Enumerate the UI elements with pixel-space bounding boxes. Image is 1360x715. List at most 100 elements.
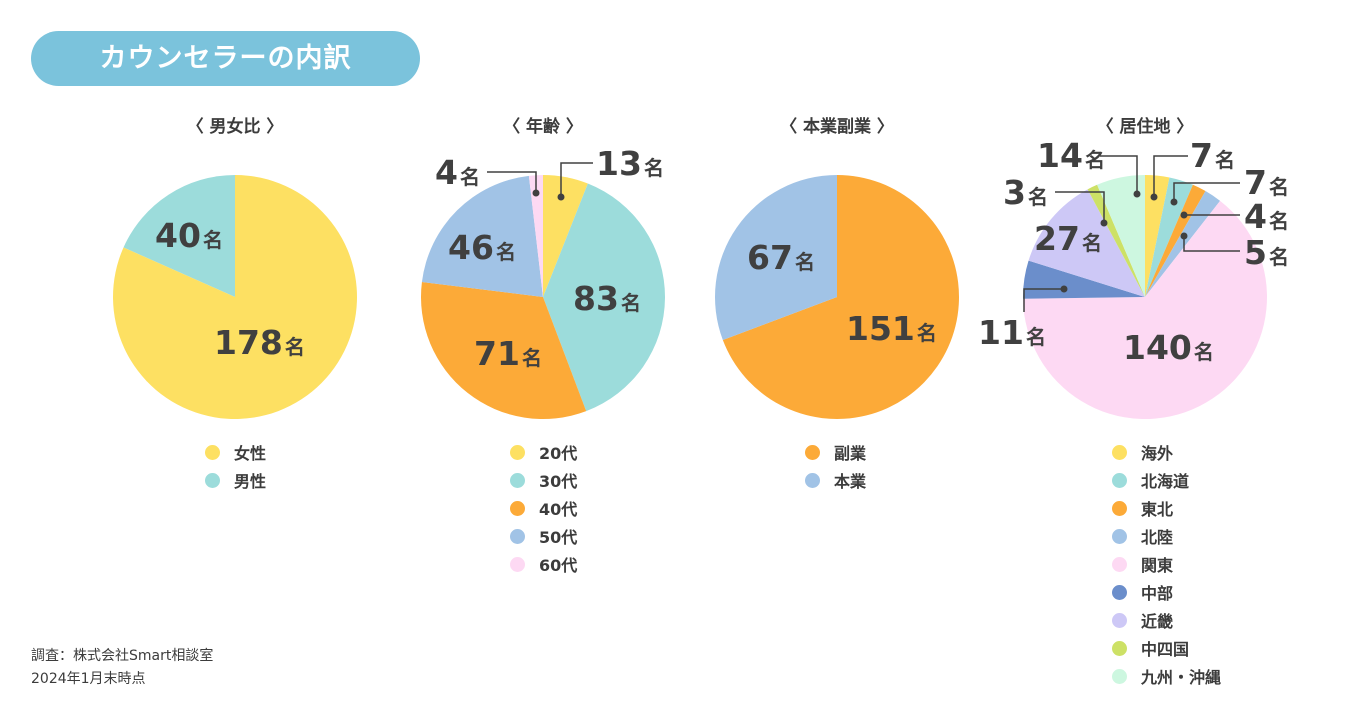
legend-item-中四国: 中四国	[1112, 634, 1221, 662]
pie-slice-age-40代	[421, 282, 587, 419]
leader-60s-dot	[532, 189, 540, 197]
leader-hokuriku-line	[1183, 236, 1240, 252]
legend-label: 近畿	[1141, 612, 1174, 631]
legend-item-北海道: 北海道	[1112, 466, 1221, 494]
legend-employment: 副業 本業	[805, 438, 866, 494]
legend-swatch	[805, 472, 820, 488]
leader-chushikoku-line	[1055, 191, 1105, 223]
legend-item-40代: 40代	[510, 494, 577, 522]
footnote-source: 調査：株式会社Smart相談室	[31, 648, 214, 664]
legend-label: 副業	[834, 444, 867, 463]
legend-swatch	[1112, 472, 1127, 488]
value-label-40s: 71 名	[474, 334, 542, 373]
leader-hokkaido-line	[1173, 182, 1240, 202]
leader-hokkaido-dot	[1170, 198, 1178, 206]
pie-slice-age-30代	[543, 183, 665, 412]
legend-swatch	[1112, 500, 1127, 516]
leader-chushikoku-dot	[1100, 219, 1108, 227]
pie-slice-gender-男性	[123, 175, 235, 297]
legend-swatch	[1112, 668, 1127, 684]
page-title: カウンセラーの内訳	[31, 31, 420, 86]
legend-gender: 女性 男性	[205, 438, 266, 494]
legend-swatch	[1112, 612, 1127, 628]
legend-swatch	[510, 472, 525, 488]
leader-20s-line	[560, 162, 593, 197]
legend-item-海外: 海外	[1112, 438, 1221, 466]
leader-kyushu-dot	[1133, 190, 1141, 198]
pie-slice-residence-近畿	[1028, 189, 1145, 297]
legend-item-20代: 20代	[510, 438, 577, 466]
value-label-30s: 83 名	[573, 279, 641, 318]
legend-label: 中部	[1141, 584, 1174, 603]
legend-label: 60代	[539, 556, 578, 575]
legend-swatch	[1112, 640, 1127, 656]
legend-swatch	[805, 444, 820, 460]
pie-slice-residence-九州・沖縄	[1097, 175, 1145, 297]
legend-label: 40代	[539, 500, 578, 519]
value-label-female-count-male: 40 名	[155, 216, 223, 255]
legend-item-本業: 本業	[805, 466, 866, 494]
legend-swatch	[510, 500, 525, 516]
pie-slice-age-60代	[528, 175, 543, 297]
value-label-50s: 46 名	[448, 228, 516, 267]
legend-item-男性: 男性	[205, 466, 266, 494]
legend-label: 北陸	[1141, 528, 1174, 547]
legend-label: 30代	[539, 472, 578, 491]
leader-tohoku-dot	[1180, 211, 1188, 219]
legend-label: 本業	[834, 472, 867, 491]
value-label-chubu: 11 名	[978, 313, 1046, 352]
chart-title-residence: 〈 居住地 〉	[1096, 117, 1194, 137]
value-label-kinki: 27 名	[1034, 219, 1102, 258]
legend-swatch	[510, 528, 525, 544]
legend-label: 50代	[539, 528, 578, 547]
leader-overseas-dot	[1150, 193, 1158, 201]
legend-item-副業: 副業	[805, 438, 866, 466]
pie-slice-employment-副業	[722, 175, 959, 419]
pie-slice-residence-北陸	[1145, 191, 1221, 297]
pie-slice-age-50代	[421, 175, 543, 297]
legend-item-50代: 50代	[510, 522, 577, 550]
legend-label: 北海道	[1141, 472, 1190, 491]
leader-60s-line	[487, 171, 537, 193]
legend-residence: 海外 北海道 東北 北陸 関東 中部 近畿 中四国 九州・沖縄	[1112, 438, 1221, 690]
legend-item-近畿: 近畿	[1112, 606, 1221, 634]
legend-swatch	[510, 444, 525, 460]
legend-swatch	[1112, 584, 1127, 600]
pie-slice-residence-海外	[1145, 175, 1170, 297]
pie-slice-residence-北海道	[1145, 177, 1193, 297]
leader-chubu-dot	[1060, 285, 1068, 293]
footnote-date: 2024年1月末時点	[31, 671, 146, 687]
legend-label: 海外	[1141, 444, 1174, 463]
value-label-side-job: 151 名	[846, 309, 937, 348]
legend-swatch	[205, 444, 220, 460]
value-label-main-job: 67 名	[747, 238, 815, 277]
legend-swatch	[205, 472, 220, 488]
leader-20s-dot	[557, 193, 565, 201]
value-label-kyushu-okinawa: 14 名	[1037, 136, 1105, 175]
legend-item-東北: 東北	[1112, 494, 1221, 522]
value-label-20s: 13 名	[596, 144, 664, 183]
legend-item-中部: 中部	[1112, 578, 1221, 606]
legend-label: 東北	[1141, 500, 1174, 519]
value-label-female: 178 名	[214, 323, 305, 362]
pie-slice-gender-女性	[112, 175, 357, 420]
legend-item-女性: 女性	[205, 438, 266, 466]
legend-swatch	[1112, 444, 1127, 460]
pie-slice-employment-本業	[715, 175, 837, 341]
legend-item-関東: 関東	[1112, 550, 1221, 578]
legend-swatch	[1112, 528, 1127, 544]
pie-slice-residence-東北	[1145, 184, 1206, 297]
legend-item-北陸: 北陸	[1112, 522, 1221, 550]
legend-item-60代: 60代	[510, 550, 577, 578]
legend-age: 20代 30代 40代 50代 60代	[510, 438, 577, 578]
leader-chubu-line	[1023, 288, 1064, 312]
legend-item-30代: 30代	[510, 466, 577, 494]
